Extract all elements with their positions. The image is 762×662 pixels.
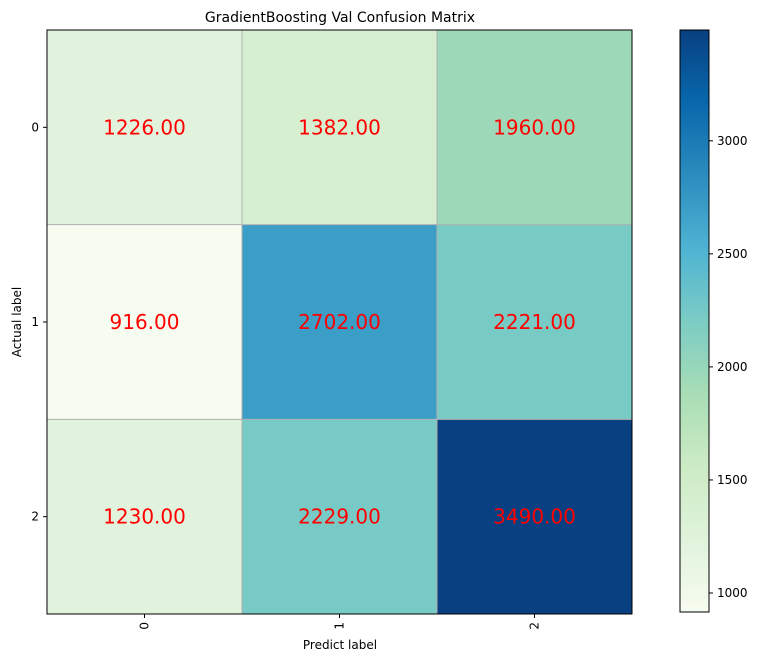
cell-value-label: 3490.00 xyxy=(493,505,576,529)
y-tick-label: 0 xyxy=(31,120,39,134)
cell-value-label: 2229.00 xyxy=(298,505,381,529)
colorbar-tick-label: 1500 xyxy=(717,473,748,487)
x-axis-label: Predict label xyxy=(303,638,377,652)
cell-value-labels: 1226.00 1382.00 1960.00 916.00 2702.00 2221.0… xyxy=(103,115,576,528)
y-tick-label: 1 xyxy=(31,315,39,329)
heatmap-cell xyxy=(47,419,242,614)
cell-value-label: 916.00 xyxy=(110,310,180,334)
x-tick-label: 2 xyxy=(528,622,542,630)
heatmap-cell xyxy=(242,419,437,614)
cell-value-label: 2221.00 xyxy=(493,310,576,334)
cell-value-label: 1226.00 xyxy=(103,115,186,139)
y-axis-label: Actual label xyxy=(10,287,24,357)
colorbar xyxy=(679,29,710,613)
heatmap-cell xyxy=(242,224,437,420)
y-tick-label: 2 xyxy=(31,510,39,524)
heatmap-grid xyxy=(47,30,632,614)
heatmap-cell xyxy=(47,224,242,420)
heatmap-cell xyxy=(437,419,632,614)
heatmap-cell xyxy=(47,30,242,225)
colorbar-ticks: 1000 1500 2000 2500 3000 xyxy=(709,134,748,600)
cell-value-label: 1960.00 xyxy=(493,115,576,139)
cell-value-label: 1382.00 xyxy=(298,115,381,139)
colorbar-tick-label: 2500 xyxy=(717,247,748,261)
x-tick-label: 1 xyxy=(333,622,347,630)
colorbar-tick-label: 1000 xyxy=(717,586,748,600)
cell-value-label: 2702.00 xyxy=(298,310,381,334)
heatmap-cell xyxy=(437,30,632,225)
colorbar-tick-label: 2000 xyxy=(717,360,748,374)
cell-value-label: 1230.00 xyxy=(103,505,186,529)
y-axis-ticks: 0 1 2 xyxy=(31,120,47,524)
x-tick-label: 0 xyxy=(138,622,152,630)
x-axis-ticks: 0 1 2 xyxy=(138,614,542,630)
chart-title: GradientBoosting Val Confusion Matrix xyxy=(205,10,475,26)
heatmap-cell xyxy=(242,30,437,225)
heatmap-cell xyxy=(437,224,632,420)
heatmap-cells xyxy=(47,30,632,614)
colorbar-tick-label: 3000 xyxy=(717,134,748,148)
